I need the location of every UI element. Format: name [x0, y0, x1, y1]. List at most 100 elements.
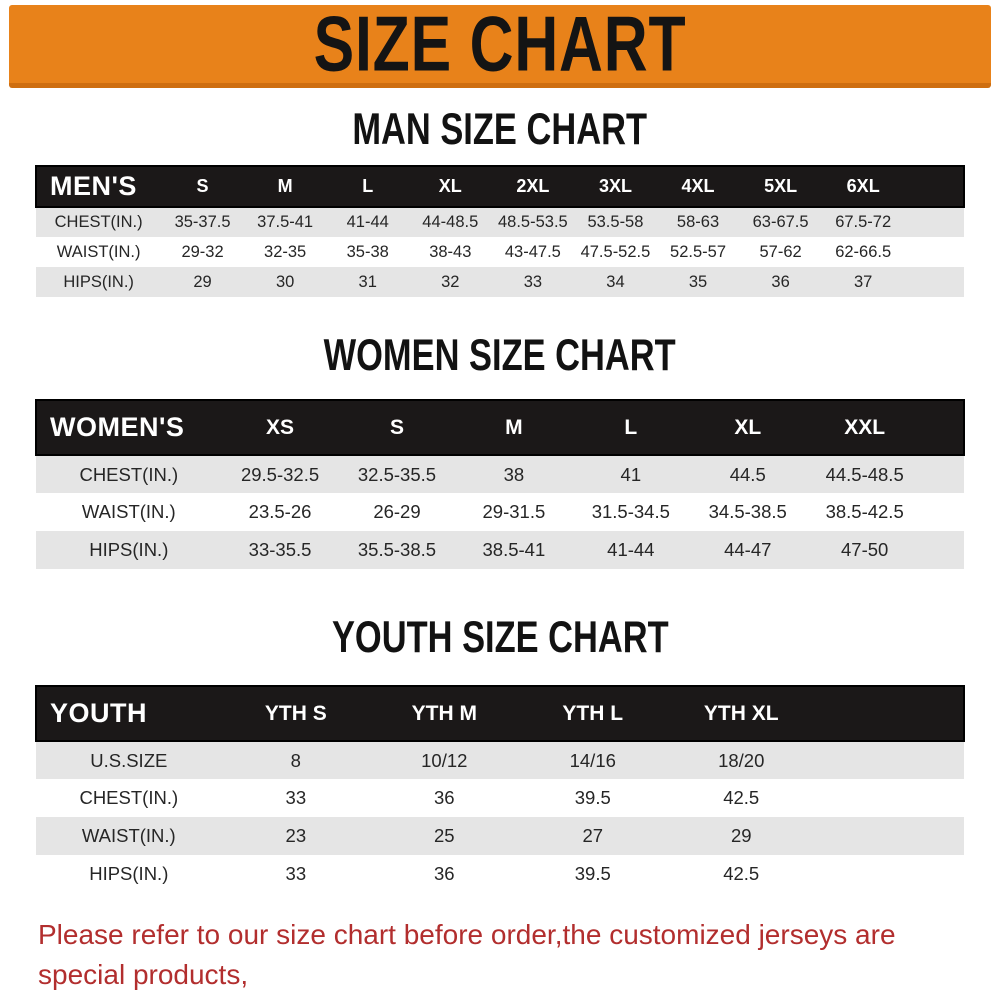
measurement-value: 52.5-57 [670, 242, 726, 261]
measurement-value: 42.5 [723, 863, 760, 884]
measurement-value: 8 [290, 749, 301, 771]
measurement-value: 41-44 [346, 213, 389, 231]
measurement-value: 63-67.5 [752, 213, 809, 231]
measurement-value: 29-32 [181, 242, 224, 261]
section-title-women: WOMEN SIZE CHART [323, 329, 677, 380]
measurement-value: 67.5-72 [835, 213, 892, 231]
measurement-value: 32-35 [264, 242, 307, 261]
measurement-row: CHEST(IN.) 33 36 39.5 42.5 [36, 779, 964, 817]
measurement-value: 30 [275, 272, 295, 291]
measurement-value: 14/16 [569, 749, 616, 771]
measurement-value: 36 [434, 787, 455, 808]
measurement-label: CHEST(IN.) [79, 787, 179, 808]
size-column-header: YTH M [411, 701, 477, 725]
measurement-value: 36 [771, 272, 790, 291]
measurement-value: 38.5-41 [482, 539, 546, 560]
measurement-value: 41-44 [607, 539, 655, 560]
measurement-row: WAIST(IN.) 23.5-26 26-29 29-31.5 31.5-34.5 34… [36, 493, 964, 531]
measurement-value: 39.5 [574, 863, 611, 884]
measurement-row: CHEST(IN.) 35-37.5 37.5-41 41-44 44-48.5 48.5… [36, 207, 964, 237]
measurement-value: 36 [434, 863, 455, 884]
row-filler [923, 531, 964, 569]
measurement-row: CHEST(IN.) 29.5-32.5 32.5-35.5 38 41 44.5 44.5… [36, 455, 964, 493]
measurement-value: 32 [441, 272, 460, 291]
measurement-value: 33 [523, 272, 543, 291]
order-disclaimer: Please refer to our size chart before or… [38, 915, 988, 1000]
measurement-value: 35.5-38.5 [357, 539, 437, 560]
measurement-value: 25 [434, 825, 455, 846]
measurement-value: 18/20 [718, 749, 765, 771]
row-filler [904, 207, 964, 237]
size-chart-banner: SIZE CHART [9, 1, 991, 88]
size-column-header: XL [734, 415, 762, 439]
measurement-value: 47.5-52.5 [580, 242, 651, 261]
group-label: WOMEN'S [50, 412, 185, 442]
size-column-header: L [624, 415, 638, 439]
size-column-header: YTH S [264, 701, 327, 725]
measurement-value: 29.5-32.5 [240, 463, 320, 485]
measurement-label: WAIST(IN.) [81, 501, 176, 522]
measurement-value: 31 [358, 272, 377, 291]
measurement-label: HIPS(IN.) [89, 539, 169, 560]
measurement-value: 33 [285, 787, 307, 808]
women-size-table: WOMEN'S XS S M L XL XXL CHEST(IN.) 29.5-32.5 32.5… [35, 399, 965, 569]
measurement-label: CHEST(IN.) [79, 463, 179, 485]
measurement-value: 37.5-41 [257, 213, 314, 231]
measurement-value: 38-43 [429, 242, 472, 261]
size-column-header: 6XL [846, 176, 880, 196]
header-filler [815, 686, 964, 741]
measurement-value: 44.5-48.5 [825, 463, 904, 485]
size-column-header: YTH XL [703, 701, 779, 725]
youth-size-table: YOUTH YTH S YTH M YTH L YTH XL U.S.SIZE 8 10/12… [35, 685, 965, 893]
measurement-label: U.S.SIZE [90, 749, 168, 771]
measurement-value: 58-63 [676, 213, 720, 231]
row-filler [815, 817, 964, 855]
measurement-value: 29 [730, 825, 752, 846]
group-label: MEN'S [50, 171, 137, 201]
size-column-header: S [196, 176, 209, 196]
men-header-row: MEN'S S M L XL 2XL 3XL 4XL 5XL 6XL [36, 166, 964, 207]
measurement-row: HIPS(IN.) 33 36 39.5 42.5 [36, 855, 964, 893]
measurement-value: 38.5-42.5 [825, 501, 904, 522]
measurement-value: 23.5-26 [248, 501, 312, 522]
measurement-value: 57-62 [759, 242, 802, 261]
size-column-header: 4XL [681, 176, 715, 196]
measurement-value: 53.5-58 [587, 213, 644, 231]
measurement-row: HIPS(IN.) 29 30 31 32 33 34 35 36 37 [36, 267, 964, 297]
row-filler [815, 855, 964, 893]
header-filler [904, 166, 964, 207]
measurement-value: 35 [688, 272, 708, 291]
size-column-header: XXL [844, 415, 886, 439]
measurement-value: 35-37.5 [174, 213, 231, 231]
size-column-header: XL [438, 176, 462, 196]
measurement-value: 38 [503, 463, 525, 485]
measurement-row: WAIST(IN.) 23 25 27 29 [36, 817, 964, 855]
measurement-value: 44.5 [729, 463, 766, 485]
header-filler [923, 400, 964, 455]
measurement-label: HIPS(IN.) [63, 272, 134, 291]
measurement-value: 34.5-38.5 [708, 501, 787, 522]
measurement-value: 26-29 [373, 501, 421, 522]
section-title-youth: YOUTH SIZE CHART [331, 611, 669, 662]
section-title-men: MAN SIZE CHART [352, 103, 648, 154]
disclaimer-line-1: Please refer to our size chart before or… [38, 919, 896, 991]
youth-header-row: YOUTH YTH S YTH M YTH L YTH XL [36, 686, 964, 741]
measurement-label: WAIST(IN.) [81, 825, 176, 846]
men-size-table: MEN'S S M L XL 2XL 3XL 4XL 5XL 6XL CHEST(IN.) 35-37… [35, 165, 965, 297]
measurement-value: 29 [193, 272, 212, 291]
measurement-label: CHEST(IN.) [54, 213, 143, 231]
size-column-header: 3XL [598, 176, 632, 196]
row-filler [815, 741, 964, 779]
measurement-value: 31.5-34.5 [591, 501, 670, 522]
row-filler [815, 779, 964, 817]
size-column-header: M [277, 176, 293, 196]
measurement-value: 33-35.5 [248, 539, 312, 560]
measurement-value: 44-48.5 [422, 213, 479, 231]
measurement-value: 27 [582, 825, 604, 846]
measurement-value: 47-50 [841, 539, 889, 560]
size-column-header: M [505, 415, 523, 439]
row-filler [923, 493, 964, 531]
measurement-value: 34 [606, 272, 625, 291]
size-column-header: 5XL [764, 176, 798, 196]
banner-title: SIZE CHART [313, 0, 687, 88]
